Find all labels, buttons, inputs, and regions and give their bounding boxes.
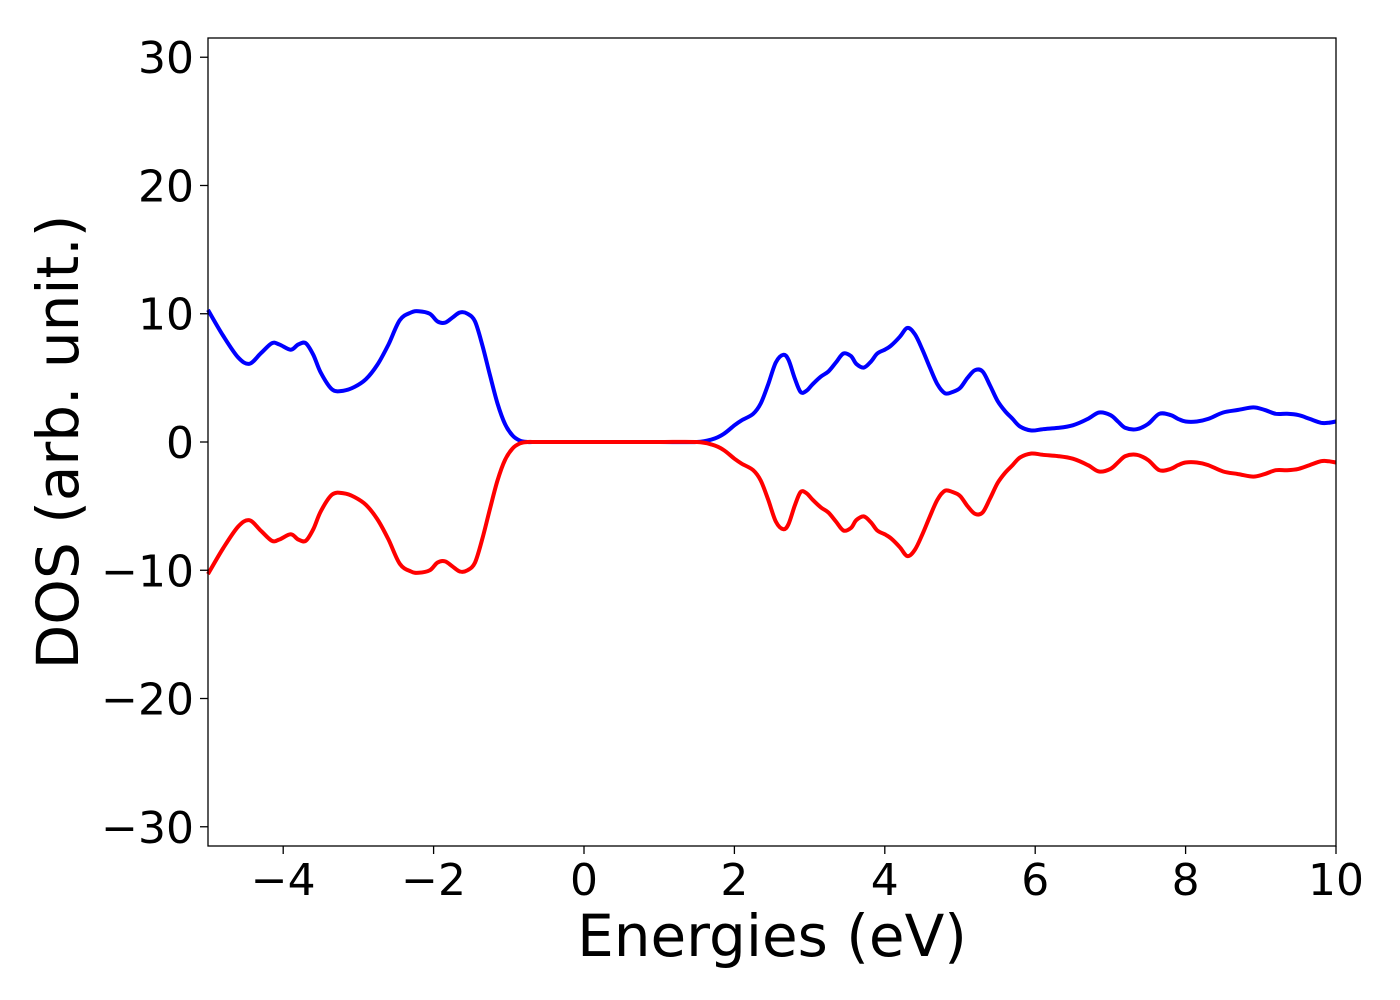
y-tick-label: 0 — [166, 418, 194, 469]
y-tick-label: −30 — [101, 803, 194, 854]
x-tick-label: 0 — [570, 855, 598, 906]
series-line-0 — [206, 308, 1337, 445]
x-tick-label: 6 — [1021, 855, 1049, 906]
x-tick-label: 10 — [1308, 855, 1364, 906]
y-tick-label: 20 — [138, 161, 194, 212]
x-tick-label: 2 — [720, 855, 748, 906]
x-tick-label: −4 — [251, 855, 316, 906]
series-layer — [206, 308, 1337, 576]
series-line-1 — [206, 439, 1337, 576]
x-tick-label: 8 — [1172, 855, 1200, 906]
y-tick-label: −10 — [101, 546, 194, 597]
plot-frame — [207, 37, 1337, 847]
x-tick-label: −2 — [401, 855, 466, 906]
x-axis-label: Energies (eV) — [577, 902, 967, 970]
x-tick-label: 4 — [871, 855, 899, 906]
y-tick-label: 10 — [138, 290, 194, 341]
y-tick-label: −20 — [101, 675, 194, 726]
y-axis-label: DOS (arb. unit.) — [24, 215, 92, 670]
y-tick-label: 30 — [138, 33, 194, 84]
